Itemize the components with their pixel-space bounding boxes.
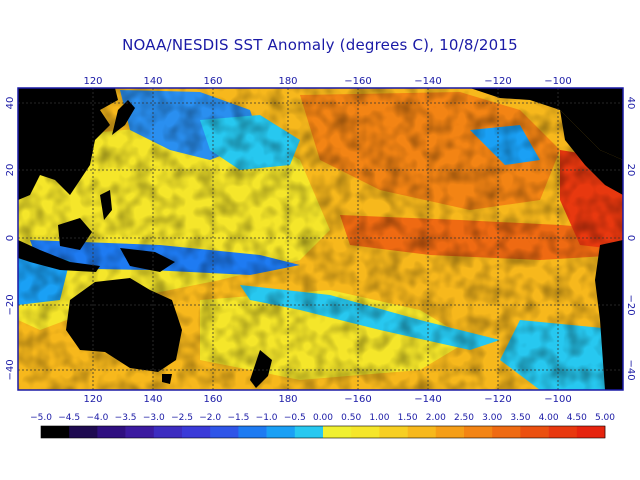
colorbar-label: 2.50 (454, 413, 474, 423)
colorbar-swatch (182, 426, 211, 438)
colorbar-swatch (464, 426, 493, 438)
land-north-america (470, 88, 623, 160)
lon-tick: −140 (414, 394, 441, 405)
colorbar-label: 3.50 (510, 413, 530, 423)
colorbar-frame (40, 425, 606, 439)
colorbar-label: 3.00 (482, 413, 502, 423)
lat-tick: −20 (5, 294, 16, 315)
lon-tick: 160 (203, 394, 222, 405)
land-mexico (560, 110, 623, 195)
colorbar-swatch (520, 426, 549, 438)
colorbar-label: 2.00 (426, 413, 446, 423)
lon-tick: 180 (278, 76, 297, 87)
colorbar-swatch (210, 426, 239, 438)
colorbar-label: −2.5 (171, 413, 193, 423)
colorbar-swatch (435, 426, 465, 438)
lat-ticks-left: 40 20 0 −20 −40 (5, 97, 16, 381)
lon-tick: −160 (344, 76, 371, 87)
colorbar-swatch (548, 426, 578, 438)
colorbar-label: −4.0 (86, 413, 108, 423)
colorbar-label: 1.50 (398, 413, 418, 423)
colorbar-swatch (492, 426, 521, 438)
lon-ticks-bottom: 120 140 160 180 −160 −140 −120 −100 (83, 394, 571, 405)
colorbar-label: 4.00 (539, 413, 559, 423)
lat-tick: 0 (625, 235, 636, 241)
colorbar-swatch (407, 426, 437, 438)
lat-tick: −40 (625, 359, 636, 380)
lon-tick: −140 (414, 76, 441, 87)
colorbar-swatch (351, 426, 380, 438)
lat-tick: 20 (625, 164, 636, 177)
map-frame (17, 87, 624, 391)
land-new-zealand (250, 350, 272, 388)
colorbar-swatch (41, 426, 70, 438)
land-new-guinea (120, 248, 175, 272)
colorbar-swatch (69, 426, 98, 438)
colorbar-label: −2.0 (199, 413, 221, 423)
colorbar-swatch (97, 426, 126, 438)
land-borneo (58, 218, 92, 250)
colorbar-label: −5.0 (30, 413, 52, 423)
lon-tick: −160 (344, 394, 371, 405)
lon-tick: −100 (544, 76, 571, 87)
land-japan (112, 100, 135, 135)
colorbar-swatch (153, 426, 183, 438)
land-tasmania (162, 374, 172, 384)
colorbar-swatch (323, 426, 352, 438)
lat-ticks-right: 40 20 0 −20 −40 (625, 97, 636, 381)
colorbar-labels: −5.0 −4.5 −4.0 −3.5 −3.0 −2.5 −2.0 −1.5 −1.0 −0.5… (30, 413, 615, 423)
lat-tick: −40 (5, 359, 16, 380)
colorbar-label: −4.5 (58, 413, 80, 423)
map-title: NOAA/NESDIS SST Anomaly (degrees C), 10/… (122, 36, 518, 54)
colorbar-label: 0.50 (341, 413, 361, 423)
colorbar-label: 0.00 (313, 413, 333, 423)
colorbar-label: 1.00 (369, 413, 389, 423)
lat-tick: 40 (625, 97, 636, 110)
lon-tick: −100 (544, 394, 571, 405)
colorbar (40, 425, 606, 439)
colorbar-swatch (294, 426, 324, 438)
lat-tick: 40 (5, 97, 16, 110)
lon-tick: 120 (83, 76, 102, 87)
lon-tick: 180 (278, 394, 297, 405)
colorbar-label: −1.5 (227, 413, 249, 423)
graticule (18, 88, 623, 390)
colorbar-swatch (379, 426, 408, 438)
land-sumatra-java (18, 240, 100, 272)
lon-tick: 120 (83, 394, 102, 405)
lat-tick: 0 (5, 235, 16, 241)
colorbar-swatch (266, 426, 296, 438)
sst-field (18, 88, 623, 390)
colorbar-label: −1.0 (256, 413, 278, 423)
lon-tick: −120 (484, 76, 511, 87)
colorbar-swatch (238, 426, 267, 438)
colorbar-label: 4.50 (567, 413, 587, 423)
land-philippines (100, 190, 112, 220)
land-south-america (595, 240, 623, 390)
colorbar-label: −3.5 (115, 413, 137, 423)
colorbar-label: 5.00 (595, 413, 615, 423)
lon-tick: −120 (484, 394, 511, 405)
lon-tick: 160 (203, 76, 222, 87)
colorbar-swatch (125, 426, 155, 438)
lon-tick: 140 (143, 394, 162, 405)
lon-tick: 140 (143, 76, 162, 87)
colorbar-label: −3.0 (143, 413, 165, 423)
lat-tick: 20 (5, 164, 16, 177)
lat-tick: −20 (625, 294, 636, 315)
lon-ticks-top: 120 140 160 180 −160 −140 −120 −100 (83, 76, 571, 87)
colorbar-swatch (576, 426, 606, 438)
colorbar-label: −0.5 (284, 413, 306, 423)
